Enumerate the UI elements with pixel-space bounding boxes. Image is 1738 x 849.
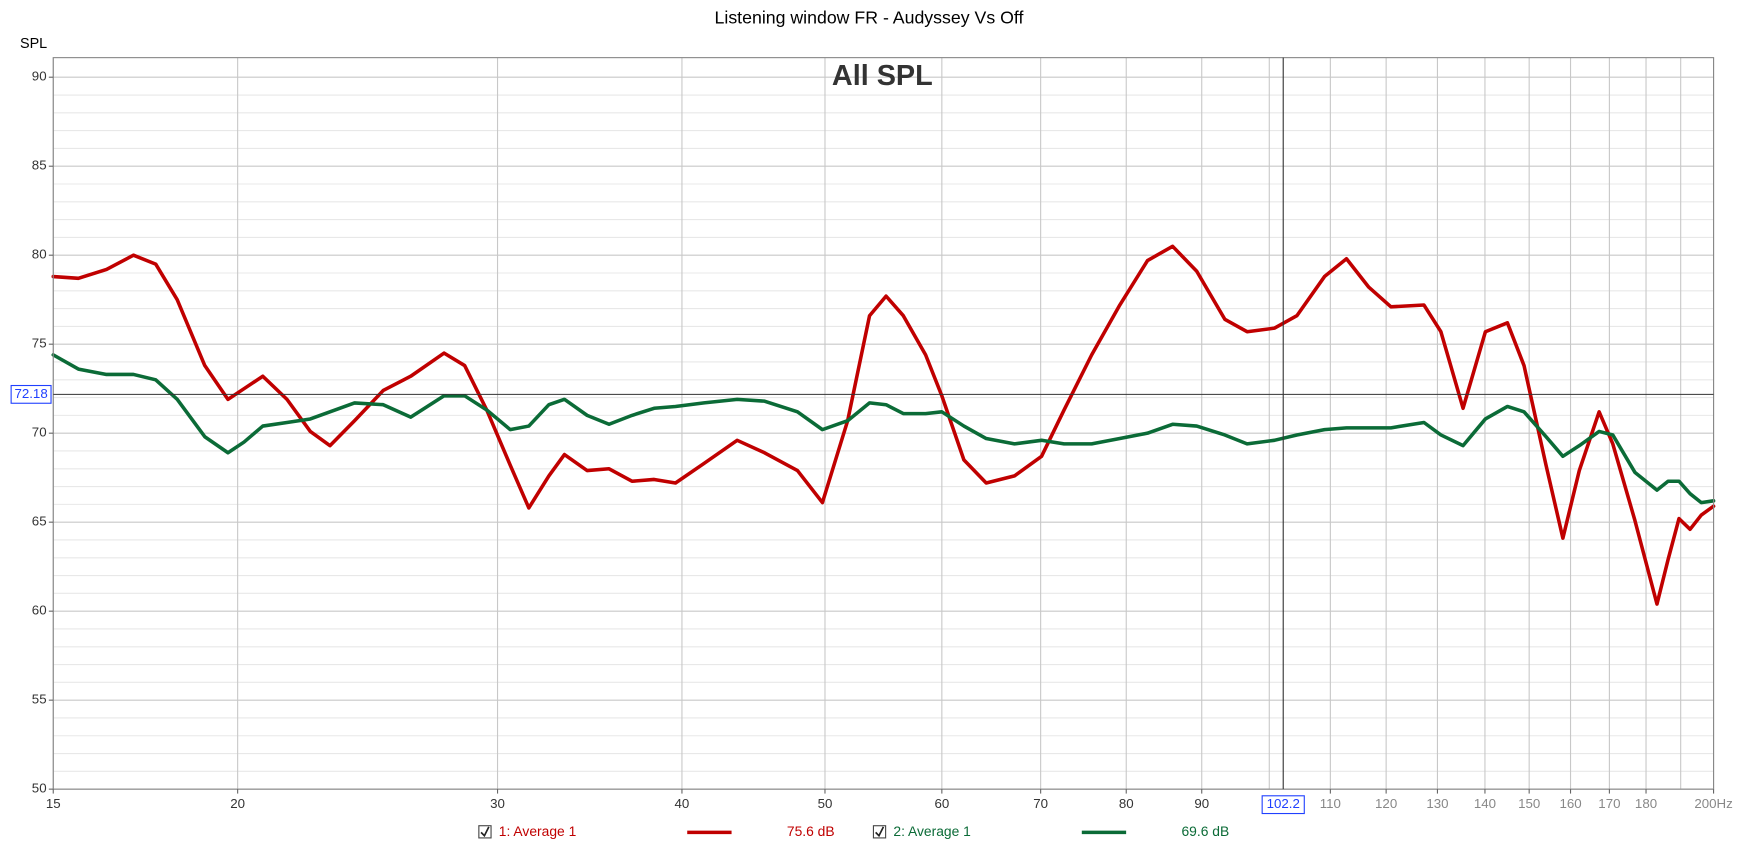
legend-readout: 69.6 dB xyxy=(1181,823,1229,839)
legend-entry: 2: Average 1 69.6 dB xyxy=(872,823,1229,839)
y-axis-label: SPL xyxy=(20,36,47,52)
cursor-y-box xyxy=(10,384,52,404)
cursor-x-box xyxy=(1261,795,1305,815)
legend-label: 2: Average 1 xyxy=(893,823,971,839)
chart-title: Listening window FR - Audyssey Vs Off xyxy=(715,8,1024,28)
x-tick-label: 70 xyxy=(1033,796,1048,811)
cursor-y-label: 72.18 xyxy=(14,386,47,401)
x-tick-label: 15 xyxy=(46,796,61,811)
y-tick-label: 70 xyxy=(32,425,47,440)
series-line xyxy=(51,353,1716,505)
x-tick-label: 20 xyxy=(230,796,245,811)
axes: 50 55 60 65 70 75 80 85 90 15 20 30 40 50 60 70 80 90 110 1… xyxy=(10,57,1733,815)
x-tick-label: 160 xyxy=(1559,796,1581,811)
x-tick-label: 50 xyxy=(818,796,833,811)
x-tick-label: 150 xyxy=(1518,796,1540,811)
y-tick-label: 55 xyxy=(32,692,47,707)
x-tick-label: 40 xyxy=(675,796,690,811)
plot-frame xyxy=(52,57,1715,790)
grid xyxy=(52,57,1715,790)
legend-checkmark xyxy=(875,826,885,838)
legend-label: 1: Average 1 xyxy=(499,823,577,839)
x-tick-label: 90 xyxy=(1194,796,1209,811)
legend: 1: Average 1 75.6 dB 2: Average 1 69.6 dB xyxy=(478,823,1229,839)
x-tick-label: 60 xyxy=(934,796,949,811)
y-tick-label: 50 xyxy=(32,781,47,796)
x-tick-label: 110 xyxy=(1320,796,1341,811)
annotation: All SPL xyxy=(832,60,933,92)
legend-checkmark xyxy=(480,826,490,838)
x-tick-label: 180 xyxy=(1635,796,1657,811)
cursor-x-label: 102.2 xyxy=(1267,796,1300,811)
x-tick-label: 170 xyxy=(1598,796,1620,811)
plot-lines xyxy=(51,244,1716,606)
y-tick-label: 60 xyxy=(32,603,47,618)
y-tick-label: 80 xyxy=(32,247,47,262)
legend-readout: 75.6 dB xyxy=(787,823,835,839)
x-tick-label: 200Hz xyxy=(1694,796,1732,811)
y-tick-label: 90 xyxy=(32,69,47,84)
legend-entry: 1: Average 1 75.6 dB xyxy=(478,823,835,839)
x-tick-label: 80 xyxy=(1119,796,1134,811)
x-tick-label: 120 xyxy=(1375,796,1397,811)
y-tick-label: 75 xyxy=(32,336,47,351)
x-tick-label: 130 xyxy=(1426,796,1448,811)
y-tick-label: 85 xyxy=(32,158,47,173)
x-tick-label: 30 xyxy=(490,796,505,811)
series-line xyxy=(51,244,1716,606)
y-tick-label: 65 xyxy=(32,514,47,529)
x-tick-label: 140 xyxy=(1474,796,1496,811)
